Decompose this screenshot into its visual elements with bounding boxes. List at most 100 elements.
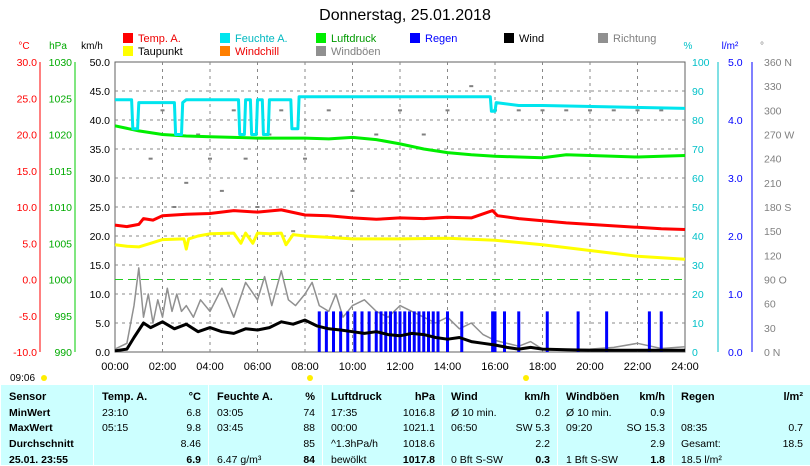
direction-point (231, 109, 236, 112)
rain-bar (384, 311, 388, 352)
axis-tick-label: 15.0 (17, 166, 38, 178)
axis-tick-label: 0.0 (95, 347, 110, 359)
axis-tick-label: 90 O (764, 275, 787, 287)
axis-unit-label: °C (18, 41, 29, 52)
rain-bar (339, 311, 343, 352)
direction-point (611, 109, 616, 112)
table-cell-value: 8.46 (180, 438, 201, 450)
axes: -10.0 -5.0 0.0 5.0 10.0 15.0 20.0 25.0 30.0 990 99… (13, 57, 794, 359)
table-cell-value: 1.8 (650, 454, 665, 466)
sun-icon (41, 375, 47, 381)
axis-tick-label: 330 (764, 81, 782, 93)
table-cell-value: 88 (303, 422, 315, 434)
x-tick-label: 18:00 (529, 361, 557, 373)
rain-bar (398, 311, 402, 352)
legend-swatch (220, 46, 230, 56)
table-column: Wind km/h Ø 10 min. 0.2 06:50 SW 5.3 2.2 0 Bft … (442, 385, 558, 466)
chart-title: Donnerstag, 25.01.2018 (319, 7, 491, 24)
table-header-unit: km/h (524, 391, 550, 403)
legend-label: Taupunkt (138, 46, 183, 58)
axis-tick-label: 995 (54, 311, 72, 323)
rain-bar (605, 311, 609, 352)
table-header: Wind (451, 391, 478, 403)
axis-tick-label: 1005 (49, 238, 73, 250)
table-header: Windböen (566, 391, 620, 403)
axis-tick-label: 1020 (49, 130, 73, 142)
x-tick-label: 20:00 (576, 361, 604, 373)
table-header: Luftdruck (331, 391, 382, 403)
table-header-unit: km/h (639, 391, 665, 403)
table-header: Regen (681, 391, 715, 403)
x-tick-label: 04:00 (196, 361, 224, 373)
table-header-unit: l/m² (783, 391, 803, 403)
direction-point (398, 109, 402, 112)
direction-point (196, 133, 201, 136)
table-header-unit: hPa (414, 391, 435, 403)
axis-tick-label: 20.0 (17, 130, 38, 142)
axis-tick-label: 35.0 (90, 144, 111, 156)
axis-tick-label: 150 (764, 226, 782, 238)
axis-tick-label: 10.0 (17, 202, 38, 214)
axis-tick-label: 15.0 (90, 260, 111, 272)
direction-point (303, 157, 307, 160)
direction-point (469, 85, 474, 88)
axis-tick-label: 180 S (764, 202, 791, 214)
table-cell-label: Gesamt: (681, 438, 721, 450)
axis-tick-label: 45.0 (90, 86, 111, 98)
table-cell-label: 18.5 l/m² (681, 454, 722, 466)
axis-tick-label: 120 (764, 250, 782, 262)
direction-point (659, 109, 664, 112)
table-cell-label: Ø 10 min. (566, 407, 612, 419)
axis-tick-label: 70 (692, 144, 704, 156)
rain-bar (422, 311, 426, 352)
axis-tick-label: -5.0 (19, 311, 37, 323)
axis-tick-label: 1030 (49, 57, 73, 69)
table-cell-label: 03:05 (217, 407, 244, 419)
series-line-temp-a- (114, 208, 686, 231)
axis-tick-label: 25.0 (17, 93, 38, 105)
rain-bar (460, 311, 464, 352)
table-cell-value: 1021.1 (402, 422, 435, 434)
rain-bar (431, 311, 435, 352)
axis-units: °C hPa km/h% l/m² ° (18, 41, 764, 52)
table-cell-value: 0.9 (650, 407, 665, 419)
table-row-label: Durchschnitt (9, 438, 74, 450)
table-row-label: MinWert (9, 407, 51, 419)
legend-label: Richtung (613, 33, 656, 45)
table-cell-label: 1 Bft S-SW (566, 454, 618, 466)
table-cell-label: 17:35 (331, 407, 358, 419)
table-column: Luftdruck hPa 17:35 1016.8 00:00 1021.1 ^1.3hP… (322, 385, 443, 466)
axis-unit-label: km/h (81, 41, 103, 52)
axis-tick-label: 1000 (49, 275, 73, 287)
table-cell-label: 23:10 (102, 407, 129, 419)
x-tick-label: 08:00 (291, 361, 319, 373)
axis-tick-label: 90 (692, 86, 704, 98)
direction-point (184, 181, 189, 184)
series-line-windb-en (114, 267, 686, 351)
direction-point (148, 157, 153, 160)
table-cell-value: 84 (303, 454, 315, 466)
axis-tick-label: 40.0 (90, 115, 111, 127)
time-marker-label: 09:06 (10, 373, 35, 384)
rain-bar (647, 311, 651, 352)
legend-swatch (316, 33, 326, 43)
table-row-label: MaxWert (9, 422, 53, 434)
table-cell-label: 09:20 (566, 422, 593, 434)
axis-tick-label: -10.0 (13, 347, 37, 359)
table-cell-value: 9.8 (186, 422, 201, 434)
axis-unit-label: ° (760, 41, 764, 52)
x-tick-label: 16:00 (481, 361, 509, 373)
axis-tick-label: 3.0 (728, 173, 743, 185)
table-cell-value: 0.3 (535, 454, 550, 466)
axis-tick-label: 4.0 (728, 115, 743, 127)
axis-unit-label: hPa (49, 41, 67, 52)
direction-point (374, 133, 379, 136)
table-cell-value: 1018.6 (402, 438, 435, 450)
axis-tick-label: 0.0 (22, 275, 37, 287)
direction-point (540, 109, 545, 112)
rain-bar (427, 311, 430, 352)
axis-tick-label: 50.0 (90, 57, 111, 69)
sunset-icon (523, 375, 529, 381)
x-tick-label: 10:00 (339, 361, 367, 373)
table-cell-label: 00:00 (331, 422, 358, 434)
